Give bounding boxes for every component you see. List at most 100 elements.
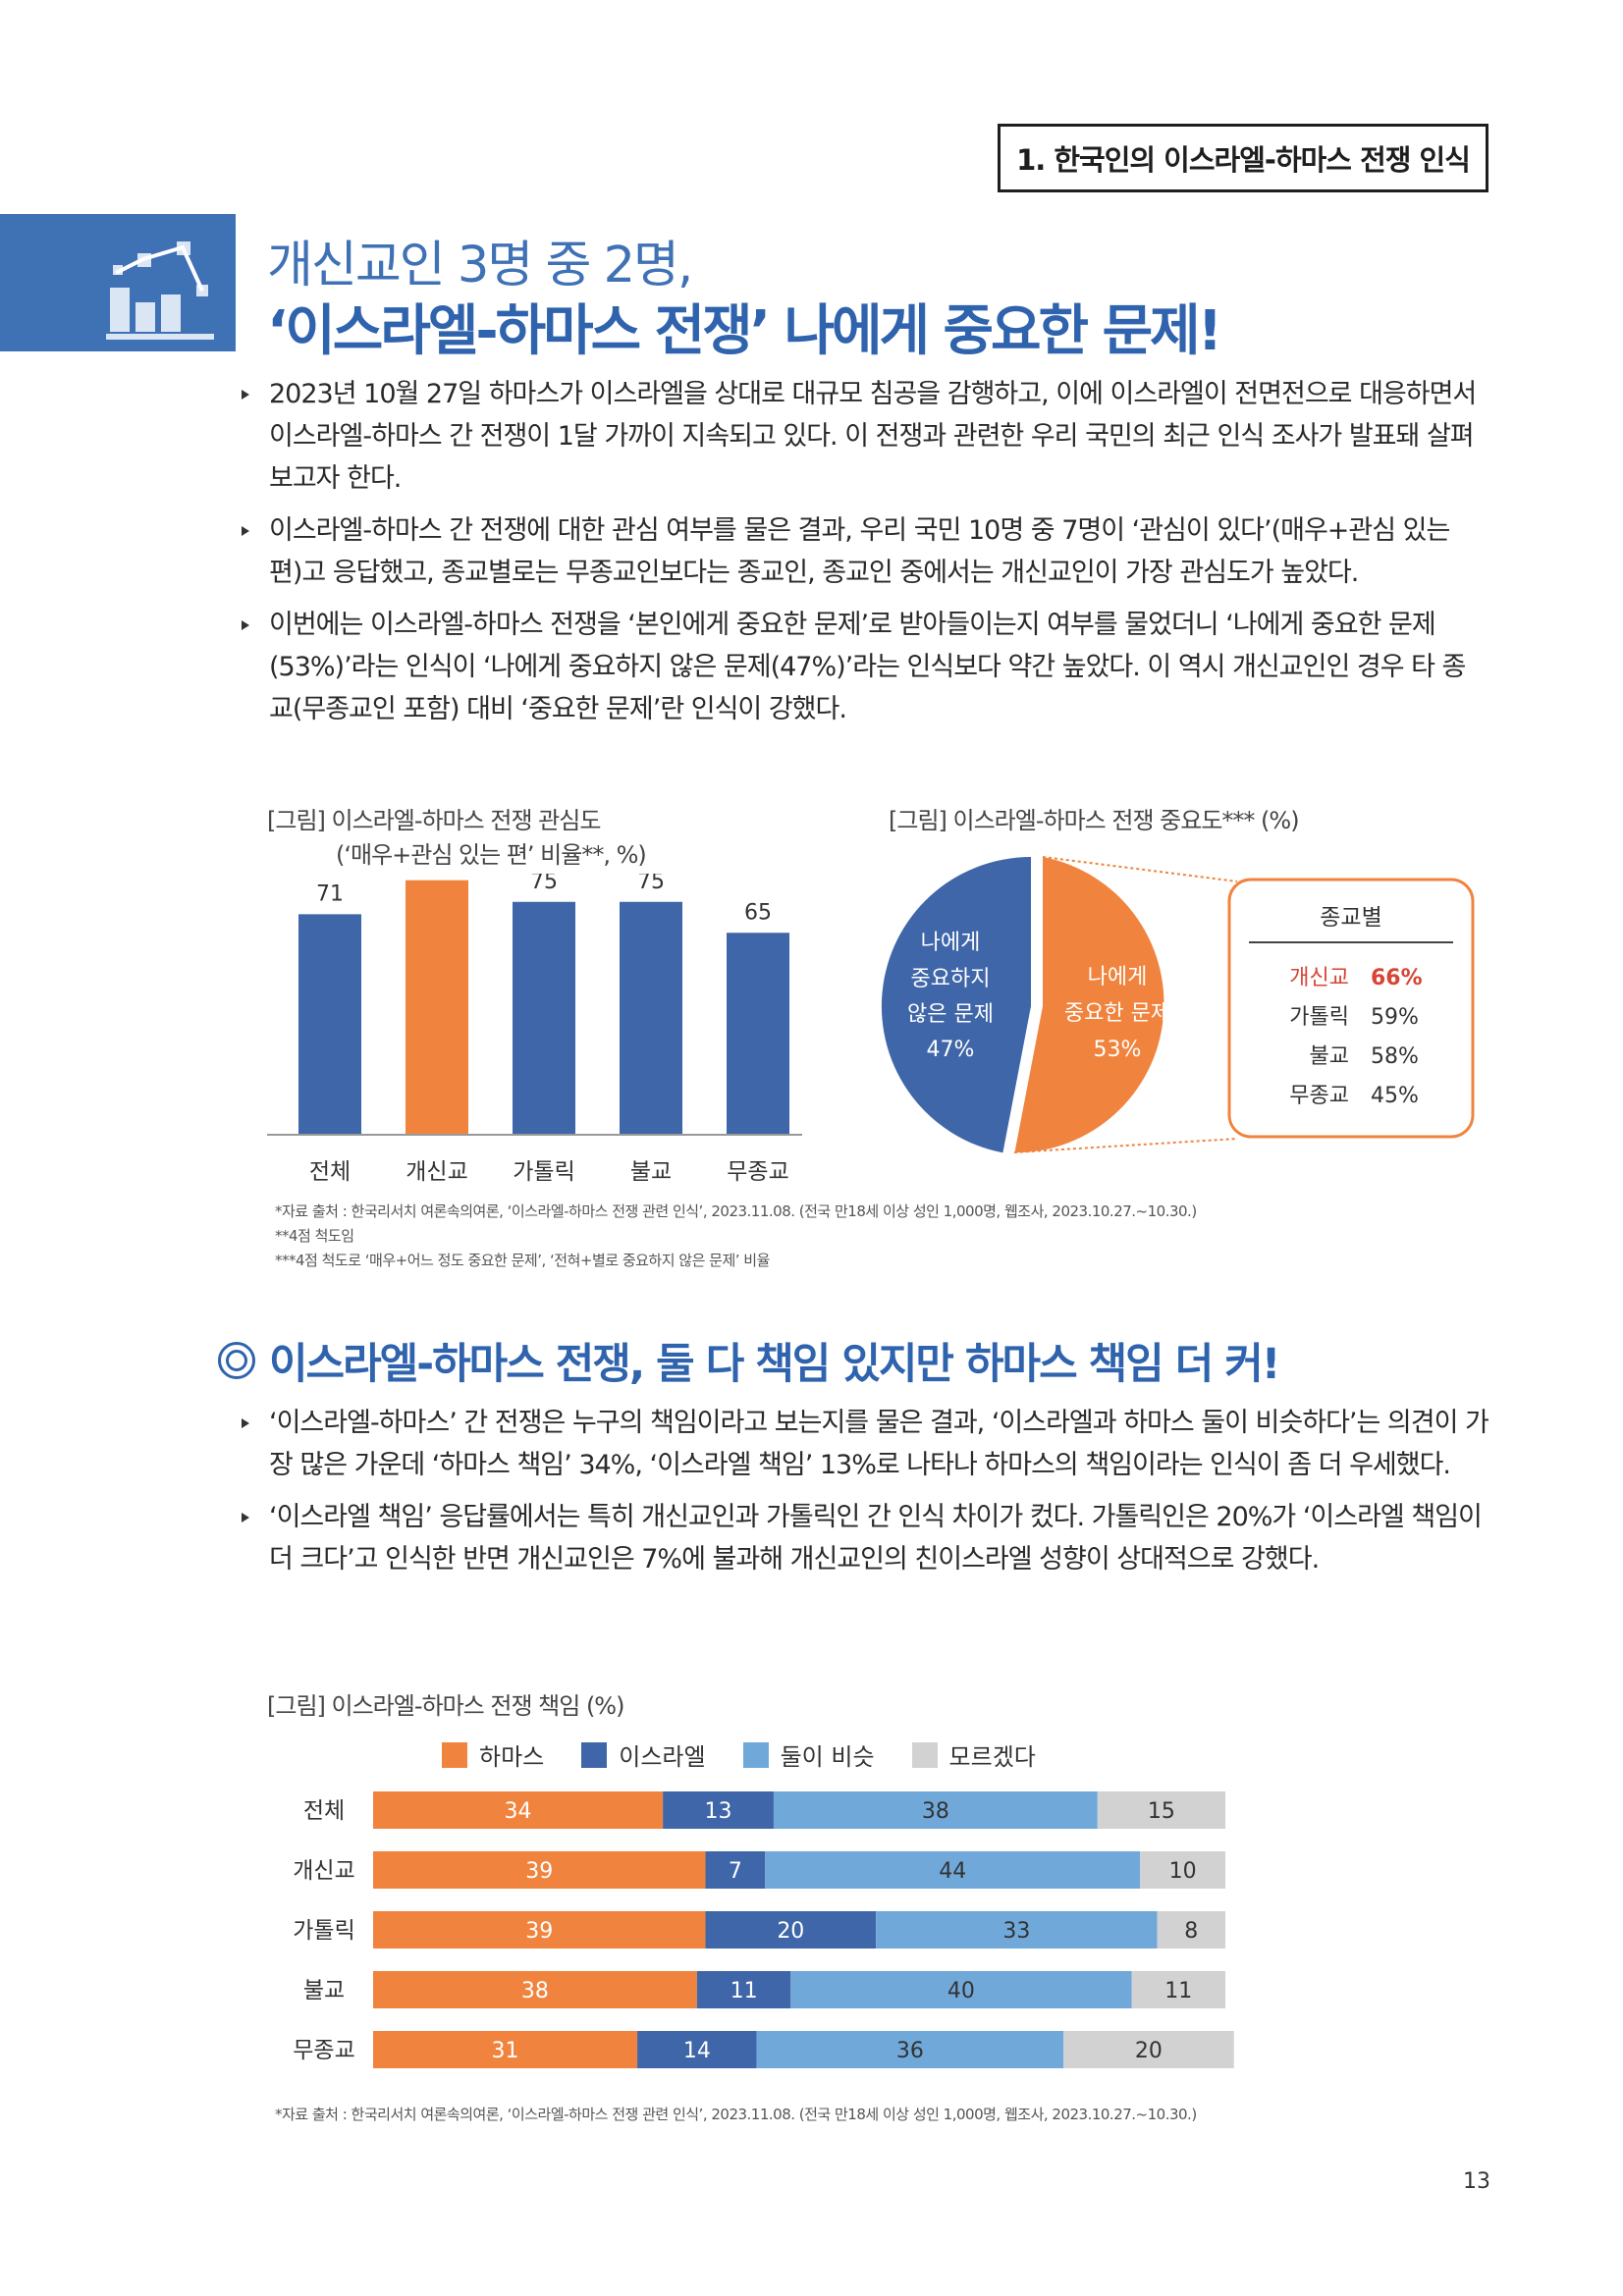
- stack-segment: [373, 1791, 664, 1829]
- chart-legend: 하마스 이스라엘 둘이 비슷 모르겠다: [442, 1737, 1073, 1772]
- interest-bar-chart: 71전체82개신교75가톨릭75불교65무종교: [267, 874, 802, 1185]
- stack-segment: [637, 2031, 757, 2068]
- pie-label-value: 53%: [1094, 1038, 1142, 1062]
- legend-item: 둘이 비슷: [742, 1737, 875, 1772]
- list-item: ‘이스라엘-하마스’ 간 전쟁은 누구의 책임이라고 보는지를 물은 결과, ‘…: [242, 1402, 1489, 1486]
- segment-value-label: 20: [1135, 2039, 1163, 2063]
- fig3-title: [그림] 이스라엘-하마스 전쟁 책임 (%): [267, 1692, 624, 1720]
- fig1-title: [그림] 이스라엘-하마스 전쟁 관심도: [267, 807, 601, 834]
- bar: [406, 880, 468, 1134]
- pie-slice-not-important: [881, 857, 1031, 1153]
- bar: [513, 901, 575, 1134]
- target-circle-icon: [218, 1342, 255, 1379]
- pie-label-line: 않은 문제: [907, 1002, 994, 1027]
- segment-value-label: 39: [525, 1859, 553, 1884]
- religion-row-name: 불교: [1310, 1044, 1349, 1069]
- segment-value-label: 10: [1169, 1859, 1197, 1884]
- stack-segment: [790, 1971, 1132, 2008]
- stack-segment: [373, 1911, 706, 1949]
- bar: [620, 901, 682, 1134]
- side-block: [0, 214, 236, 351]
- bar: [298, 914, 361, 1134]
- stack-segment: [696, 1971, 791, 2008]
- importance-pie-chart: 나에게 중요하지 않은 문제 47% 나에게 중요한 문제 53% 종교별 개신…: [881, 856, 1475, 1153]
- segment-value-label: 7: [729, 1859, 742, 1884]
- segment-value-label: 44: [939, 1859, 966, 1884]
- source-note-2: *자료 출처 : 한국리서치 여론속의여론, ‘이스라엘-하마스 전쟁 관련 인…: [275, 2106, 1197, 2123]
- stack-segment: [373, 1971, 697, 2008]
- religion-row-value: 59%: [1371, 1005, 1419, 1030]
- stack-segment: [1063, 2031, 1234, 2068]
- segment-value-label: 39: [525, 1919, 553, 1944]
- legend-item: 모르겠다: [911, 1737, 1036, 1772]
- source-note-1: *자료 출처 : 한국리서치 여론속의여론, ‘이스라엘-하마스 전쟁 관련 인…: [275, 1200, 1197, 1273]
- list-item: ‘이스라엘 책임’ 응답률에서는 특히 개신교인과 가톨릭인 간 인식 차이가 …: [242, 1496, 1488, 1580]
- segment-value-label: 36: [896, 2039, 924, 2063]
- bar-category-label: 무종교: [727, 1159, 788, 1185]
- pie-slice-important: [1014, 857, 1164, 1153]
- bar-category-label: 불교: [630, 1159, 672, 1185]
- row-category-label: 가톨릭: [293, 1918, 354, 1944]
- row-category-label: 개신교: [293, 1858, 354, 1884]
- responsibility-stacked-chart: 전체 34 13 38 15 개신교 39 7 44 10 가톨릭 39 20 33 8 불교 38 11 40 11…: [293, 1791, 1234, 2068]
- legend-item: 하마스: [442, 1737, 544, 1772]
- stack-segment: [1097, 1791, 1225, 1829]
- segment-value-label: 8: [1184, 1919, 1198, 1944]
- bar: [727, 933, 789, 1134]
- segment-value-label: 34: [505, 1799, 532, 1824]
- religion-box-title: 종교별: [1320, 905, 1381, 931]
- section-tag: 1. 한국인의 이스라엘-하마스 전쟁 인식: [998, 124, 1488, 192]
- section2-heading: 이스라엘-하마스 전쟁, 둘 다 책임 있지만 하마스 책임 더 커!: [218, 1330, 1280, 1391]
- segment-value-label: 38: [922, 1799, 949, 1824]
- stack-segment: [876, 1911, 1158, 1949]
- pie-label-line: 나에게: [1088, 965, 1148, 989]
- religion-row-name: 가톨릭: [1289, 1005, 1349, 1030]
- segment-value-label: 14: [683, 2039, 711, 2063]
- stack-segment: [663, 1791, 774, 1829]
- pie-label-line: 중요한 문제: [1064, 1001, 1170, 1026]
- religion-row-value: 58%: [1371, 1044, 1419, 1069]
- row-category-label: 전체: [303, 1798, 345, 1824]
- religion-row-name: 무종교: [1289, 1084, 1349, 1108]
- list-item: 이번에는 이스라엘-하마스 전쟁을 ‘본인에게 중요한 문제’로 받아들이는지 …: [242, 604, 1488, 730]
- fig1-subtitle: (‘매우+관심 있는 편’ 비율**, %): [336, 841, 647, 869]
- stack-segment: [1157, 1911, 1225, 1949]
- stack-segment: [765, 1851, 1141, 1889]
- religion-row-value: 66%: [1371, 966, 1423, 990]
- list-item: 이스라엘-하마스 간 전쟁에 대한 관심 여부를 물은 결과, 우리 국민 10…: [242, 509, 1488, 594]
- bar-value-label: 75: [637, 874, 665, 894]
- pie-label-line: 중요하지: [911, 967, 991, 991]
- bullet-arrow-icon: [242, 526, 249, 536]
- segment-value-label: 33: [1002, 1919, 1030, 1944]
- bullet-arrow-icon: [242, 1418, 249, 1428]
- bar-value-label: 71: [316, 881, 344, 906]
- stack-segment: [373, 2031, 638, 2068]
- fig2-title: [그림] 이스라엘-하마스 전쟁 중요도*** (%): [889, 807, 1300, 834]
- page-number: 13: [1463, 2169, 1490, 2194]
- pie-label-value: 47%: [927, 1038, 975, 1062]
- religion-box: [1227, 878, 1475, 1139]
- bullet-arrow-icon: [242, 1513, 249, 1522]
- segment-value-label: 40: [947, 1979, 975, 2003]
- headline-line1: 개신교인 3명 중 2명,: [267, 237, 693, 294]
- pie-label-line: 나에게: [921, 931, 981, 955]
- legend-item: 이스라엘: [581, 1737, 706, 1772]
- stack-segment: [1131, 1971, 1225, 2008]
- religion-row-value: 45%: [1371, 1084, 1419, 1108]
- stack-segment: [705, 1911, 877, 1949]
- bullet-list-responsibility: ‘이스라엘-하마스’ 간 전쟁은 누구의 책임이라고 보는지를 물은 결과, ‘…: [242, 1402, 1489, 1590]
- bullet-list-intro: 2023년 10월 27일 하마스가 이스라엘을 상대로 대규모 침공을 감행하…: [242, 373, 1488, 740]
- segment-value-label: 15: [1148, 1799, 1175, 1824]
- bar-category-label: 개신교: [406, 1159, 467, 1185]
- religion-row-name: 개신교: [1289, 966, 1349, 990]
- segment-value-label: 11: [1164, 1979, 1192, 2003]
- segment-value-label: 11: [730, 1979, 758, 2003]
- bar-category-label: 가톨릭: [513, 1159, 574, 1185]
- stack-segment: [773, 1791, 1098, 1829]
- source-line: ***4점 척도로 ‘매우+어느 정도 중요한 문제’, ‘전혀+별로 중요하지…: [275, 1252, 770, 1269]
- bullet-arrow-icon: [242, 390, 249, 400]
- headline-line2: ‘이스라엘-하마스 전쟁’ 나에게 중요한 문제!: [267, 299, 1222, 363]
- stack-segment: [705, 1851, 766, 1889]
- segment-value-label: 20: [777, 1919, 804, 1944]
- stack-segment: [1140, 1851, 1225, 1889]
